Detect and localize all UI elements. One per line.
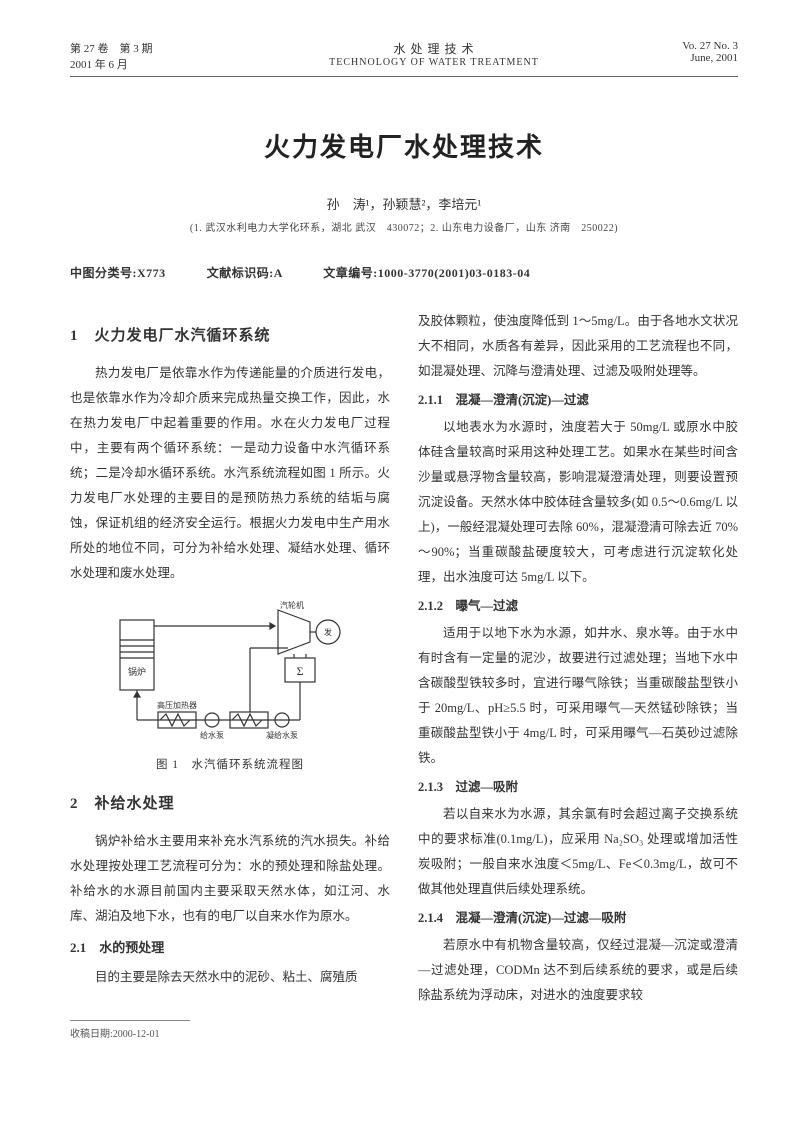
section-2-1-title: 2.1 水的预处理	[70, 935, 390, 961]
author-list: 孙 涛¹，孙颖慧²，李培元¹	[70, 194, 738, 213]
footnote-date: 2000-12-01	[113, 1029, 160, 1040]
journal-name-cn: 水 处 理 技 术	[250, 40, 618, 57]
footnote: 收稿日期:2000-12-01	[70, 1025, 390, 1045]
volume-issue-en: Vo. 27 No. 3	[618, 40, 738, 52]
section-2-1-4-paragraph: 若原水中有机物含量较高，仅经过混凝—沉淀或澄清—过滤处理，CODMn 达不到后续…	[418, 933, 738, 1008]
svg-text:汽轮机: 汽轮机	[280, 600, 304, 610]
section-1-paragraph: 热力发电厂是依靠水作为传递能量的介质进行发电，也是依靠水作为冷却介质来完成热量交…	[70, 361, 390, 586]
svg-text:发: 发	[324, 627, 332, 637]
section-2-title: 2 补给水处理	[70, 789, 390, 819]
header-right: Vo. 27 No. 3 June, 2001	[618, 40, 738, 72]
page-header: 第 27 卷 第 3 期 2001 年 6 月 水 处 理 技 术 TECHNO…	[70, 40, 738, 77]
section-1-title: 1 火力发电厂水汽循环系统	[70, 321, 390, 351]
svg-text:Σ: Σ	[297, 664, 304, 678]
right-column: 及胶体颗粒，使浊度降低到 1～5mg/L。由于各地水文状况大不相同，水质各有差异…	[418, 309, 738, 1045]
figure-1: 锅炉 汽轮机 发 Σ	[70, 600, 390, 777]
svg-text:锅炉: 锅炉	[128, 666, 146, 677]
journal-name-en: TECHNOLOGY OF WATER TREATMENT	[250, 57, 618, 68]
header-left: 第 27 卷 第 3 期 2001 年 6 月	[70, 40, 250, 72]
doc-code-label: 文献标识码:	[207, 266, 274, 280]
affiliation: (1. 武汉水利电力大学化环系，湖北 武汉 430072；2. 山东电力设备厂，…	[70, 219, 738, 234]
svg-text:给水泵: 给水泵	[200, 730, 224, 740]
svg-text:高压加热器: 高压加热器	[157, 700, 197, 710]
section-2-1-paragraph: 目的主要是除去天然水中的泥砂、粘土、腐殖质	[70, 965, 390, 990]
figure-1-caption: 图 1 水汽循环系统流程图	[70, 754, 390, 777]
date-en: June, 2001	[618, 52, 738, 64]
left-column: 1 火力发电厂水汽循环系统 热力发电厂是依靠水作为传递能量的介质进行发电，也是依…	[70, 309, 390, 1045]
section-2-1-1-title: 2.1.1 混凝—澄清(沉淀)—过滤	[418, 388, 738, 413]
classification-line: 中图分类号:X773 文献标识码:A 文章编号:1000-3770(2001)0…	[70, 264, 738, 281]
section-2-1-3-title: 2.1.3 过滤—吸附	[418, 775, 738, 800]
footnote-rule	[70, 1020, 190, 1021]
clc-value: X773	[137, 266, 166, 280]
footnote-label: 收稿日期:	[70, 1029, 113, 1040]
section-2-1-4-title: 2.1.4 混凝—澄清(沉淀)—过滤—吸附	[418, 906, 738, 931]
continuation-paragraph: 及胶体颗粒，使浊度降低到 1～5mg/L。由于各地水文状况大不相同，水质各有差异…	[418, 309, 738, 384]
diagram-icon: 锅炉 汽轮机 发 Σ	[100, 600, 360, 750]
volume-issue-cn: 第 27 卷 第 3 期	[70, 40, 250, 56]
article-title: 火力发电厂水处理技术	[70, 127, 738, 164]
section-2-1-3-paragraph: 若以自来水为水源，其余氯有时会超过离子交换系统中的要求标准(0.1mg/L)，应…	[418, 802, 738, 902]
section-2-paragraph: 锅炉补给水主要用来补充水汽系统的汽水损失。补给水处理按处理工艺流程可分为：水的预…	[70, 829, 390, 929]
svg-text:凝给水泵: 凝给水泵	[266, 730, 298, 740]
section-2-1-2-paragraph: 适用于以地下水为水源，如井水、泉水等。由于水中有时含有一定量的泥沙，故要进行过滤…	[418, 621, 738, 771]
section-2-1-2-title: 2.1.2 曝气—过滤	[418, 594, 738, 619]
section-2-1-1-paragraph: 以地表水为水源时，浊度若大于 50mg/L 或原水中胶体硅含量较高时采用这种处理…	[418, 415, 738, 590]
header-center: 水 处 理 技 术 TECHNOLOGY OF WATER TREATMENT	[250, 40, 618, 72]
doc-code-value: A	[274, 266, 283, 280]
article-id-label: 文章编号:	[323, 266, 378, 280]
date-cn: 2001 年 6 月	[70, 56, 250, 72]
clc-label: 中图分类号:	[70, 266, 137, 280]
two-column-body: 1 火力发电厂水汽循环系统 热力发电厂是依靠水作为传递能量的介质进行发电，也是依…	[70, 309, 738, 1045]
article-id-value: 1000-3770(2001)03-0183-04	[378, 266, 530, 280]
